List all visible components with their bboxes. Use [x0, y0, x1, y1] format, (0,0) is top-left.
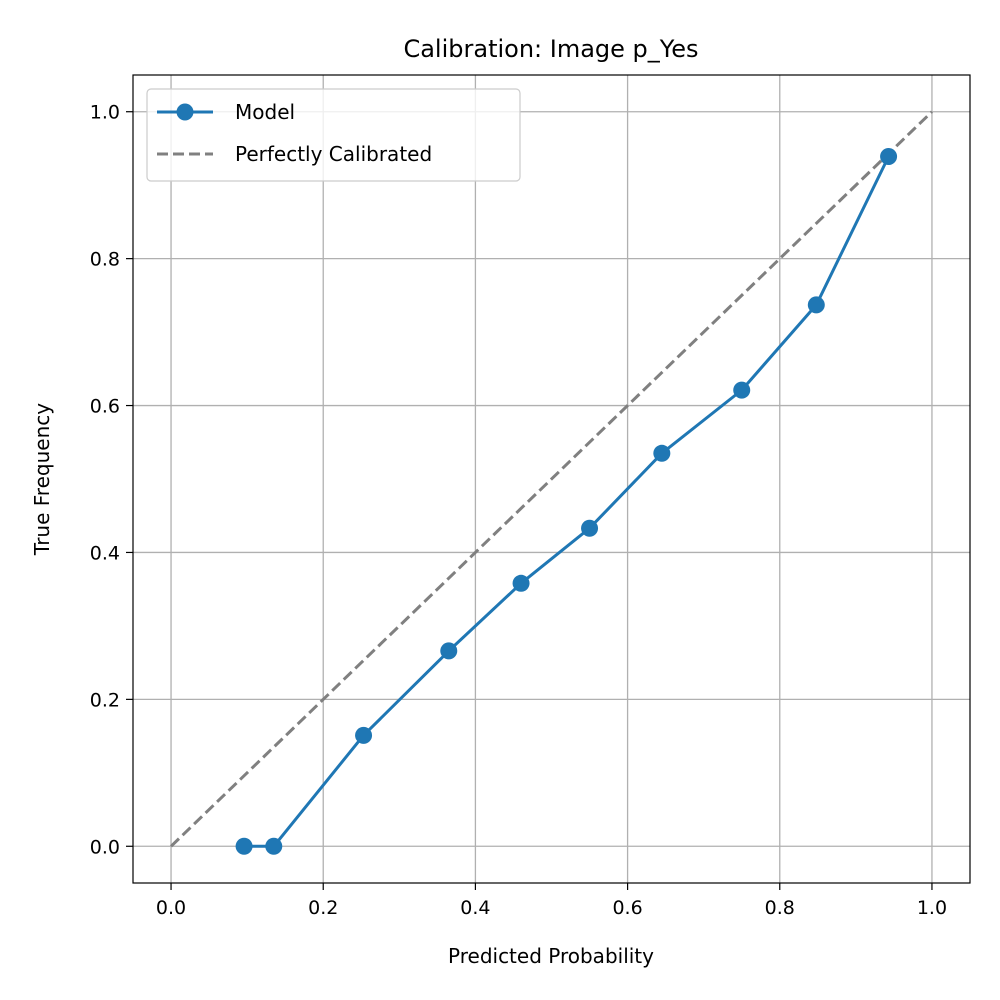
plot-frame	[132, 74, 971, 884]
model-data-point	[880, 148, 898, 166]
grid	[133, 75, 970, 883]
perfect-calibration-line	[170, 110, 933, 848]
y-tick-label: 0.2	[90, 689, 120, 711]
plot-series	[170, 110, 933, 855]
y-tick-label: 0.4	[90, 542, 120, 564]
x-tick-label: 0.8	[765, 897, 795, 919]
model-data-point	[355, 726, 373, 744]
legend-box	[146, 88, 521, 182]
x-tick-label: 1.0	[917, 897, 947, 919]
axis-ticks: 0.0 0.2 0.4 0.6 0.8 1.0 0.0 0.2 0.4 0.6 0.8 1.0	[90, 102, 947, 919]
model-series-line	[244, 155, 890, 848]
y-tick-label: 0.0	[90, 836, 120, 858]
y-tick-label: 1.0	[90, 102, 120, 124]
model-data-point	[581, 519, 599, 537]
y-axis-label: True Frequency	[30, 403, 54, 556]
model-data-point	[265, 837, 283, 855]
y-tick-label: 0.8	[90, 249, 120, 271]
model-data-point	[807, 296, 825, 314]
legend-model-label: Model	[235, 100, 295, 124]
model-data-point	[235, 837, 253, 855]
x-tick-label: 0.2	[308, 897, 338, 919]
legend-perfect-label: Perfectly Calibrated	[235, 142, 432, 166]
legend-model-marker	[176, 103, 194, 121]
x-tick-label: 0.0	[156, 897, 186, 919]
legend: Model Perfectly Calibrated	[146, 88, 521, 182]
model-data-point	[653, 444, 671, 462]
x-tick-label: 0.6	[612, 897, 642, 919]
x-axis-label: Predicted Probability	[448, 944, 654, 968]
model-data-point	[440, 642, 458, 660]
model-data-point	[733, 381, 751, 399]
x-tick-label: 0.4	[460, 897, 490, 919]
chart-title: Calibration: Image p_Yes	[403, 35, 698, 63]
y-tick-label: 0.6	[90, 396, 120, 418]
model-data-point	[512, 574, 530, 592]
